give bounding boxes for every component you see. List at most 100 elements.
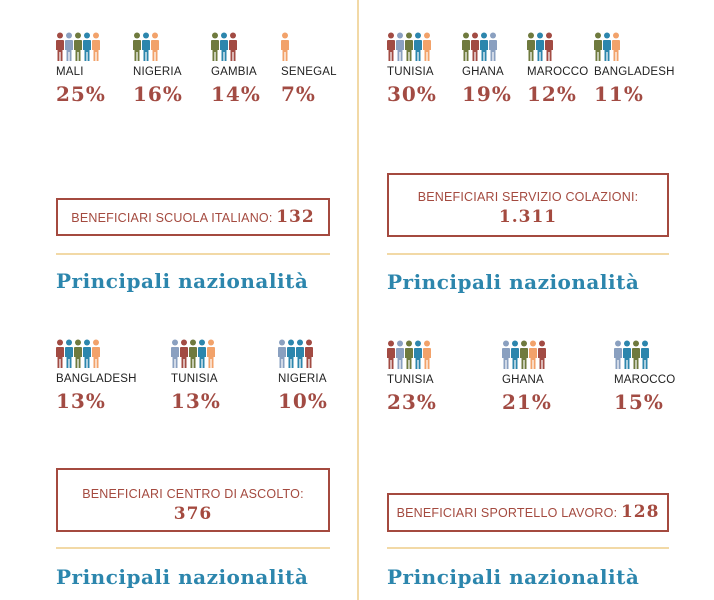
right-column: Principali nazionalità TUNISIA 30% GHANA 19… [387,0,675,600]
person-icon [641,340,649,369]
section-heading: Principali nazionalità [56,269,309,293]
person-icon [56,32,64,61]
percentage-value: 30% [387,82,437,106]
person-icon [229,32,237,61]
country-label: MALI [56,66,84,78]
percentage-value: 13% [56,389,106,413]
nationality-group: GHANA 21% [502,340,551,414]
person-icon [387,32,395,61]
person-icon [387,340,395,369]
percentage-value: 15% [614,390,664,414]
person-icon [614,340,622,369]
country-label: BANGLADESH [594,66,675,78]
people-icons [133,32,159,62]
nationality-group: GHANA 19% [462,32,511,106]
person-icon [180,339,188,368]
country-label: MAROCCO [527,66,589,78]
person-icon [423,32,431,61]
person-icon [207,339,215,368]
person-icon [623,340,631,369]
percentage-value: 21% [502,390,552,414]
box-label: BENEFICIARI SCUOLA ITALIANO: [71,211,273,225]
country-label: MAROCCO [614,374,676,386]
person-icon [151,32,159,61]
percentage-value: 12% [527,82,577,106]
person-icon [211,32,219,61]
person-icon [65,32,73,61]
section-heading: Principali nazionalità [387,565,640,589]
person-icon [414,340,422,369]
person-icon [480,32,488,61]
person-icon [305,339,313,368]
people-icons [387,32,431,62]
person-icon [92,32,100,61]
column-divider [357,0,359,600]
percentage-value: 11% [594,82,644,106]
person-icon [527,32,535,61]
nationality-row: BANGLADESH 13% TUNISIA 13% NIGERIA 10% [56,339,331,429]
nationality-group: TUNISIA 13% [171,339,220,413]
section-divider [56,253,330,255]
person-icon [423,340,431,369]
percentage-value: 23% [387,390,437,414]
beneficiaries-box-scuola: BENEFICIARI SCUOLA ITALIANO: 132 [56,198,330,236]
nationality-group: NIGERIA 10% [278,339,327,413]
nationality-group: SENEGAL 7% [281,32,337,106]
section-heading: Principali nazionalità [387,270,640,294]
person-icon [56,339,64,368]
person-icon [536,32,544,61]
person-icon [198,339,206,368]
section-divider [56,547,330,549]
nationality-group: MALI 25% [56,32,105,106]
person-icon [65,339,73,368]
box-label: BENEFICIARI CENTRO DI ASCOLTO: [82,487,304,501]
person-icon [502,340,510,369]
people-icons [171,339,215,369]
people-icons [594,32,620,62]
person-icon [83,32,91,61]
country-label: TUNISIA [387,374,434,386]
nationality-group: BANGLADESH 11% [594,32,674,106]
person-icon [278,339,286,368]
country-label: GAMBIA [211,66,257,78]
people-icons [502,340,546,370]
person-icon [414,32,422,61]
person-icon [74,339,82,368]
person-icon [83,339,91,368]
people-icons [56,32,100,62]
country-label: NIGERIA [278,373,327,385]
person-icon [396,32,404,61]
beneficiaries-box-lavoro: BENEFICIARI SPORTELLO LAVORO: 128 [387,493,669,532]
person-icon [632,340,640,369]
box-value: 128 [620,502,660,522]
person-icon [545,32,553,61]
country-label: GHANA [502,374,544,386]
section-divider [387,547,669,549]
percentage-value: 16% [133,82,183,106]
box-label: BENEFICIARI SPORTELLO LAVORO: [396,506,618,520]
country-label: NIGERIA [133,66,182,78]
country-label: BANGLADESH [56,373,137,385]
percentage-value: 19% [462,82,512,106]
person-icon [538,340,546,369]
nationality-row: MALI 25% NIGERIA 16% GAMBIA 14% SENEGAL 7% [56,32,337,122]
box-value: 376 [173,504,213,524]
people-icons [387,340,431,370]
nationality-group: MAROCCO 12% [527,32,588,106]
person-icon [287,339,295,368]
people-icons [211,32,237,62]
section-heading: Principali nazionalità [56,565,309,589]
people-icons [527,32,553,62]
nationality-group: MAROCCO 15% [614,340,675,414]
percentage-value: 7% [281,82,316,106]
person-icon [520,340,528,369]
nationality-group: BANGLADESH 13% [56,339,136,413]
person-icon [594,32,602,61]
person-icon [396,340,404,369]
person-icon [171,339,179,368]
person-icon [405,32,413,61]
person-icon [92,339,100,368]
beneficiaries-box-ascolto: BENEFICIARI CENTRO DI ASCOLTO: 376 [56,468,330,532]
left-column: Principali nazionalità MALI 25% NIGERIA 16%… [56,0,337,600]
person-icon [296,339,304,368]
